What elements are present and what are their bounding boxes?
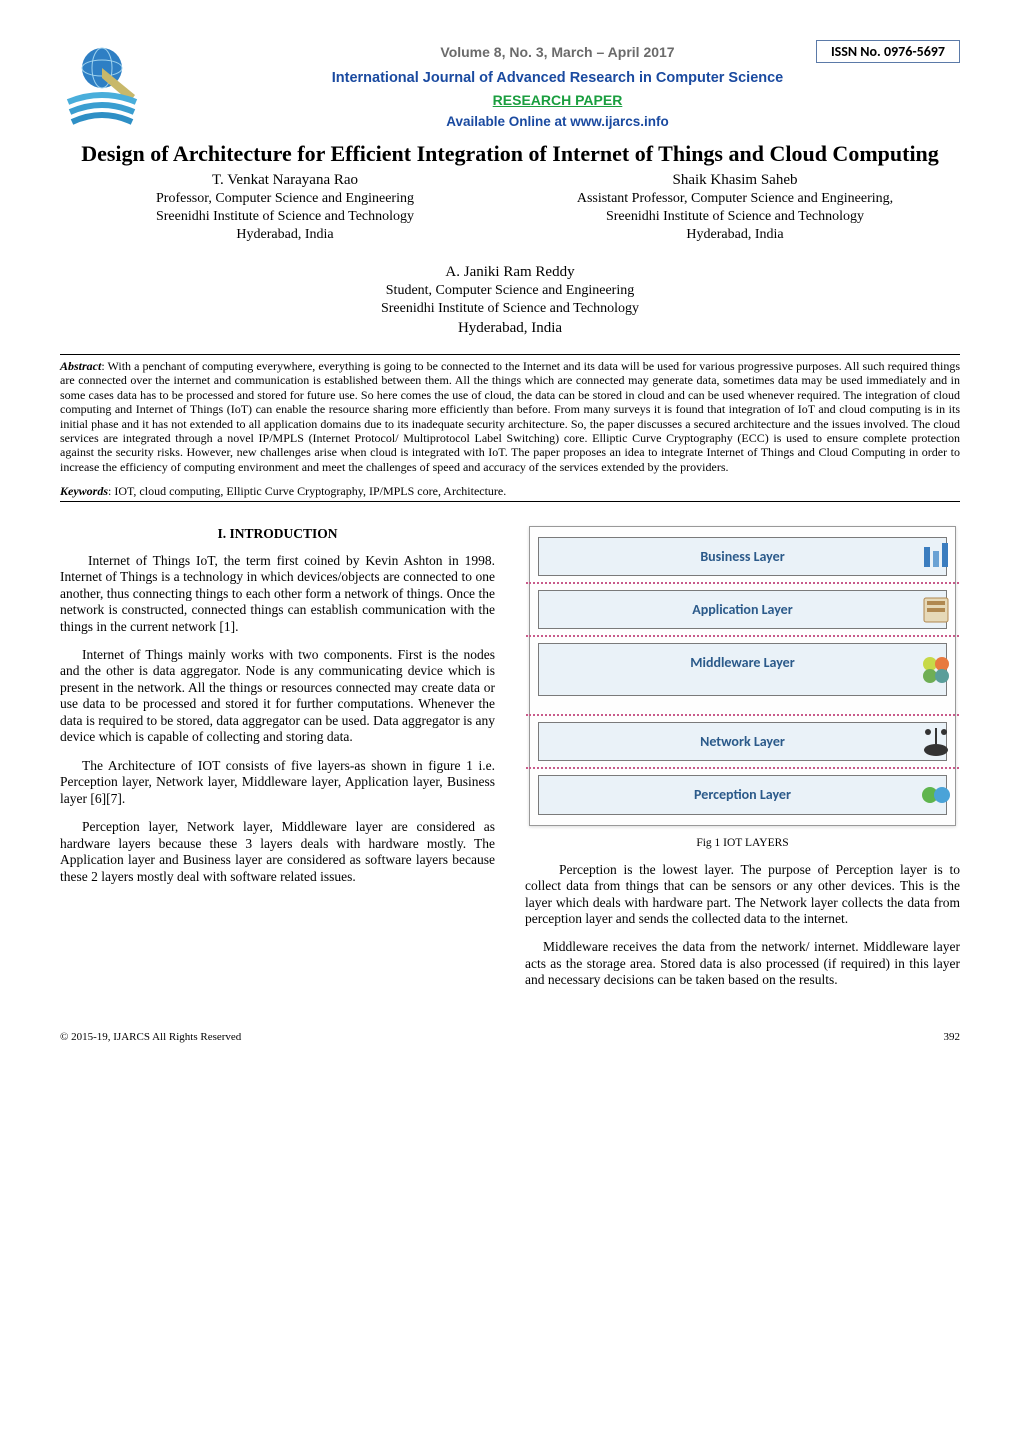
author-2-name: Shaik Khasim Saheb bbox=[510, 171, 960, 191]
figure-1-caption: Fig 1 IOT LAYERS bbox=[525, 836, 960, 850]
layer-middleware-label: Middleware Layer bbox=[690, 654, 794, 671]
author-3-line2: Sreenidhi Institute of Science and Techn… bbox=[60, 300, 960, 318]
figure-1: Business Layer Application Layer Middlew… bbox=[529, 526, 956, 825]
keywords-block: Keywords: IOT, cloud computing, Elliptic… bbox=[60, 484, 960, 499]
keywords-label: Keywords bbox=[60, 484, 108, 498]
perception-icon bbox=[920, 779, 952, 811]
layer-perception-label: Perception Layer bbox=[694, 786, 791, 803]
author-1-line1: Professor, Computer Science and Engineer… bbox=[60, 190, 510, 208]
layer-application: Application Layer bbox=[538, 590, 947, 629]
intro-p3: The Architecture of IOT consists of five… bbox=[60, 758, 495, 807]
abstract-text: : With a penchant of computing everywher… bbox=[60, 359, 960, 474]
author-2-line3: Hyderabad, India bbox=[510, 226, 960, 244]
footer-copyright: © 2015-19, IJARCS All Rights Reserved bbox=[60, 1031, 241, 1043]
divider-bottom bbox=[60, 501, 960, 502]
authors-row: T. Venkat Narayana Rao Professor, Comput… bbox=[60, 171, 960, 245]
two-column-body: I. INTRODUCTION Internet of Things IoT, … bbox=[60, 526, 960, 1001]
keywords-text: : IOT, cloud computing, Elliptic Curve C… bbox=[108, 484, 506, 498]
network-icon bbox=[920, 726, 952, 758]
author-3-line1: Student, Computer Science and Engineerin… bbox=[60, 282, 960, 300]
author-1: T. Venkat Narayana Rao Professor, Comput… bbox=[60, 171, 510, 245]
business-icon bbox=[920, 541, 952, 573]
author-3-line3: Hyderabad, India bbox=[60, 319, 960, 339]
col2-p1: Perception is the lowest layer. The purp… bbox=[525, 862, 960, 928]
author-2-line1: Assistant Professor, Computer Science an… bbox=[510, 190, 960, 208]
layer-middleware: Middleware Layer bbox=[538, 643, 947, 696]
middleware-icon bbox=[920, 654, 952, 686]
paper-title: Design of Architecture for Efficient Int… bbox=[60, 140, 960, 169]
author-2-line2: Sreenidhi Institute of Science and Techn… bbox=[510, 208, 960, 226]
author-1-line3: Hyderabad, India bbox=[60, 226, 510, 244]
author-1-name: T. Venkat Narayana Rao bbox=[60, 171, 510, 191]
abstract-label: Abstract bbox=[60, 359, 101, 373]
sep-2 bbox=[526, 635, 959, 637]
available-line: Available Online at www.ijarcs.info bbox=[155, 114, 960, 129]
journal-name: International Journal of Advanced Resear… bbox=[155, 70, 960, 86]
divider-top bbox=[60, 354, 960, 355]
page-footer: © 2015-19, IJARCS All Rights Reserved 39… bbox=[60, 1031, 960, 1043]
col2-p2: Middleware receives the data from the ne… bbox=[525, 939, 960, 988]
layer-business-label: Business Layer bbox=[700, 548, 784, 565]
layer-network-label: Network Layer bbox=[700, 733, 785, 750]
paper-type: RESEARCH PAPER bbox=[155, 92, 960, 108]
intro-p2: Internet of Things mainly works with two… bbox=[60, 647, 495, 746]
layer-application-label: Application Layer bbox=[692, 601, 792, 618]
issn-box: ISSN No. 0976-5697 bbox=[816, 40, 960, 63]
right-column: Business Layer Application Layer Middlew… bbox=[525, 526, 960, 1001]
section-1-heading: I. INTRODUCTION bbox=[60, 526, 495, 542]
sep-3 bbox=[526, 714, 959, 716]
footer-page-number: 392 bbox=[944, 1031, 961, 1043]
abstract-block: Abstract: With a penchant of computing e… bbox=[60, 359, 960, 474]
intro-p4: Perception layer, Network layer, Middlew… bbox=[60, 819, 495, 885]
layer-perception: Perception Layer bbox=[538, 775, 947, 814]
layer-business: Business Layer bbox=[538, 537, 947, 576]
author-3-name: A. Janiki Ram Reddy bbox=[60, 263, 960, 283]
intro-p1: Internet of Things IoT, the term first c… bbox=[60, 553, 495, 635]
author-1-line2: Sreenidhi Institute of Science and Techn… bbox=[60, 208, 510, 226]
sep-1 bbox=[526, 582, 959, 584]
layer-network: Network Layer bbox=[538, 722, 947, 761]
left-column: I. INTRODUCTION Internet of Things IoT, … bbox=[60, 526, 495, 1001]
author-2: Shaik Khasim Saheb Assistant Professor, … bbox=[510, 171, 960, 245]
author-3: A. Janiki Ram Reddy Student, Computer Sc… bbox=[60, 263, 960, 338]
journal-logo bbox=[60, 40, 145, 130]
sep-4 bbox=[526, 767, 959, 769]
application-icon bbox=[920, 594, 952, 626]
